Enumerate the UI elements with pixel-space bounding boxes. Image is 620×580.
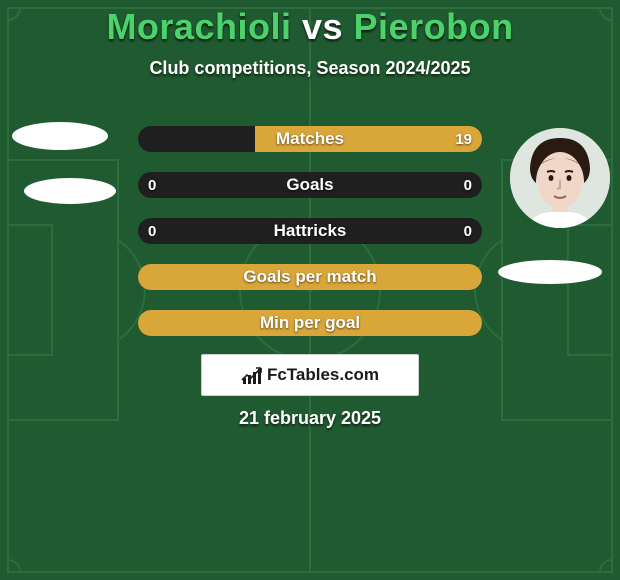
stat-value-right: 0 bbox=[464, 172, 472, 198]
stats-panel: Matches19Goals00Hattricks00Goals per mat… bbox=[138, 126, 482, 356]
page-title: Morachioli vs Pierobon bbox=[0, 0, 620, 48]
content-layer: Morachioli vs Pierobon Club competitions… bbox=[0, 0, 620, 580]
stat-label: Hattricks bbox=[138, 218, 482, 244]
decorative-ellipse bbox=[12, 122, 108, 150]
avatar-right-image bbox=[510, 128, 610, 228]
bar-chart-icon bbox=[241, 366, 263, 384]
stat-value-left: 0 bbox=[148, 172, 156, 198]
stat-value-right: 19 bbox=[455, 126, 472, 152]
stat-row: Matches19 bbox=[138, 126, 482, 152]
stat-row: Goals0 0 bbox=[138, 172, 482, 198]
stat-value-left: 0 bbox=[148, 218, 156, 244]
decorative-ellipse bbox=[24, 178, 116, 204]
stat-label: Goals per match bbox=[138, 264, 482, 290]
stat-row: Min per goal bbox=[138, 310, 482, 336]
title-player2: Pierobon bbox=[354, 6, 514, 47]
logo-box: FcTables.com bbox=[201, 354, 419, 396]
comparison-card: Morachioli vs Pierobon Club competitions… bbox=[0, 0, 620, 580]
date-label: 21 february 2025 bbox=[0, 408, 620, 429]
stat-label: Min per goal bbox=[138, 310, 482, 336]
stat-label: Goals bbox=[138, 172, 482, 198]
subtitle: Club competitions, Season 2024/2025 bbox=[0, 58, 620, 79]
logo-text: FcTables.com bbox=[267, 365, 379, 385]
stat-row: Hattricks0 0 bbox=[138, 218, 482, 244]
avatar-right bbox=[510, 128, 610, 228]
stat-value-right: 0 bbox=[464, 218, 472, 244]
title-player1: Morachioli bbox=[106, 6, 291, 47]
stat-row: Goals per match bbox=[138, 264, 482, 290]
title-vs: vs bbox=[302, 6, 343, 47]
stat-label: Matches bbox=[138, 126, 482, 152]
decorative-ellipse bbox=[498, 260, 602, 284]
